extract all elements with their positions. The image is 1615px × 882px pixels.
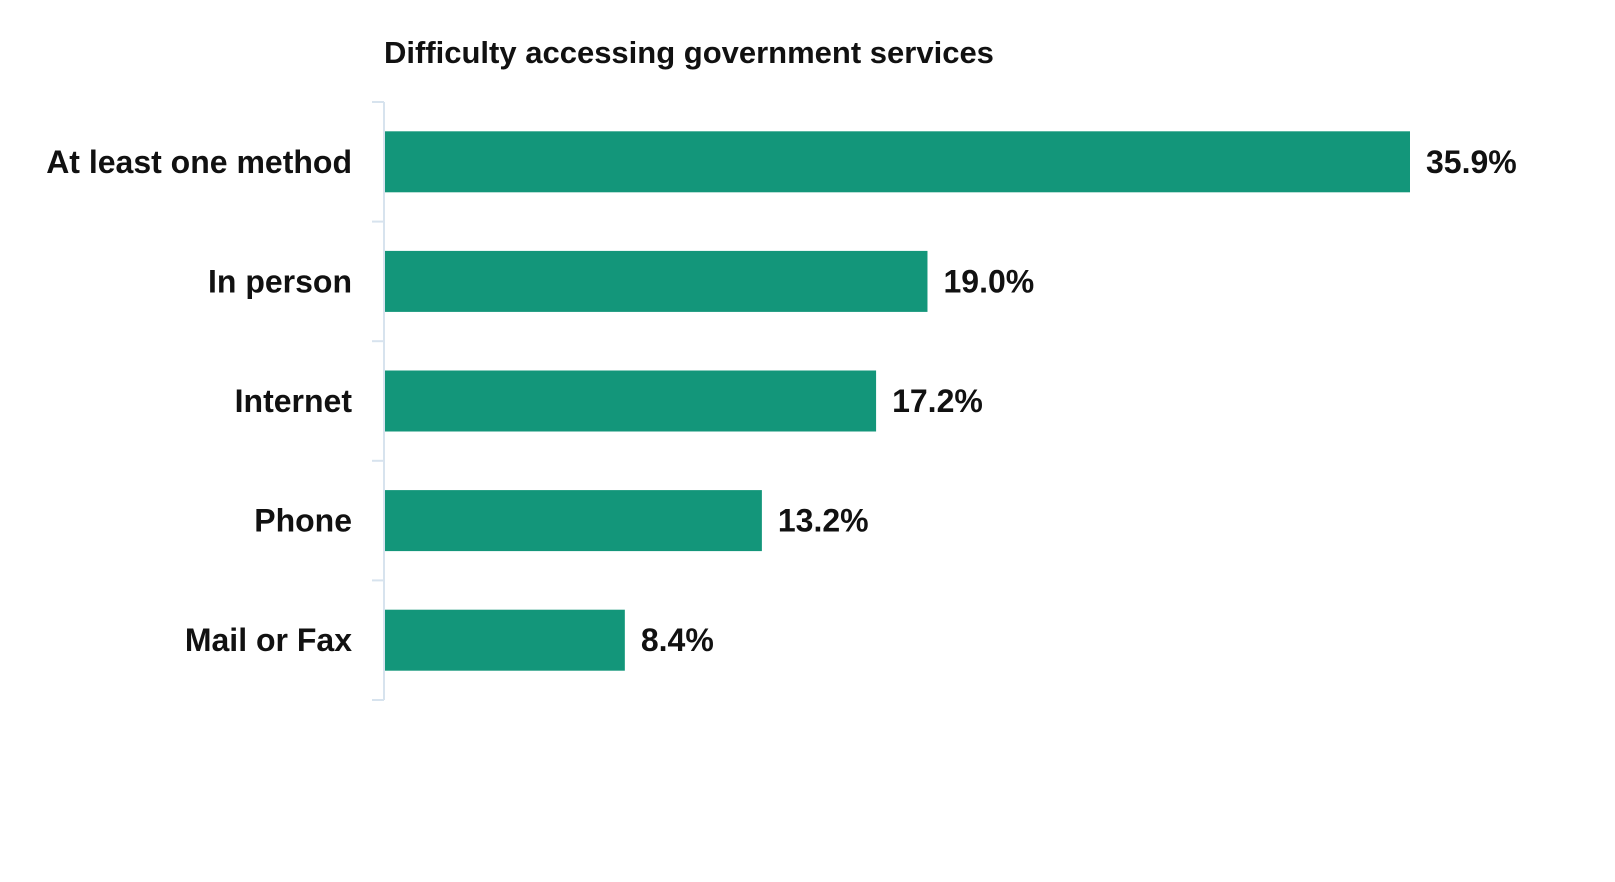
value-labels: 35.9% 19.0% 17.2% 13.2% 8.4% xyxy=(641,144,1517,658)
data-label: 35.9% xyxy=(1426,144,1517,180)
bar xyxy=(385,370,877,432)
category-label: Mail or Fax xyxy=(185,622,352,658)
y-axis-ticks xyxy=(372,101,384,701)
category-labels: At least one method In person Internet Phon… xyxy=(46,144,352,658)
bar xyxy=(385,490,762,552)
category-label: At least one method xyxy=(46,144,352,180)
chart-title: Difficulty accessing government services xyxy=(384,35,994,70)
category-label: In person xyxy=(208,263,352,299)
bar xyxy=(385,609,625,671)
category-label: Phone xyxy=(254,503,352,539)
bar-series xyxy=(385,131,1410,671)
data-label: 17.2% xyxy=(892,383,983,419)
data-label: 19.0% xyxy=(943,263,1034,299)
data-label: 13.2% xyxy=(778,503,869,539)
category-label: Internet xyxy=(235,383,353,419)
bar xyxy=(385,250,928,312)
bar xyxy=(385,131,1410,193)
data-label: 8.4% xyxy=(641,622,714,658)
